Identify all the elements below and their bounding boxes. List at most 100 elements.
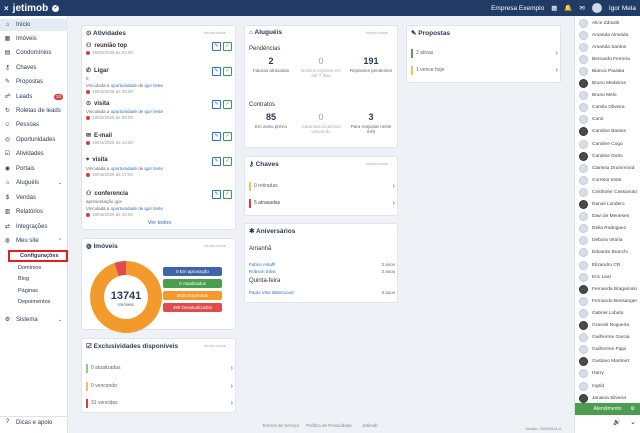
- propostas-row[interactable]: 1 vence hoje ›: [411, 66, 558, 75]
- opportunity-link[interactable]: oportunidade: [110, 166, 137, 171]
- user-item[interactable]: Ingrid: [579, 381, 604, 391]
- card-menu[interactable]: Vendo todos ⋮: [365, 30, 393, 35]
- user-item[interactable]: Gabriel Lobato: [579, 308, 623, 318]
- edit-icon[interactable]: ✎: [212, 157, 221, 166]
- user-item[interactable]: Daniel Londero: [579, 200, 625, 210]
- sidebar-item-inicio[interactable]: ⌂ Início: [0, 19, 68, 31]
- sidebar-item-oportunidades[interactable]: ◎ Oportunidades: [0, 134, 68, 146]
- check-icon[interactable]: ✓: [223, 100, 232, 109]
- user-item[interactable]: Alice Zdrazik: [579, 18, 619, 28]
- user-item[interactable]: Guilherme Pippi: [579, 345, 626, 355]
- person-link[interactable]: igor teste: [144, 109, 163, 114]
- footer-link-privacy[interactable]: Política de Privacidade: [306, 423, 352, 428]
- company-name[interactable]: Empresa Exemplo: [491, 4, 545, 12]
- sidebar-item-imoveis[interactable]: ▦ Imóveis: [0, 33, 68, 45]
- user-item[interactable]: Bruno Medeiros: [579, 79, 626, 89]
- chaves-row[interactable]: 0 retiradas ›: [249, 182, 395, 191]
- user-item[interactable]: Janaina Silveira: [579, 393, 626, 403]
- user-name[interactable]: Igor Mela: [608, 4, 636, 12]
- user-item[interactable]: Clarissa Drummond: [579, 163, 634, 173]
- check-icon[interactable]: ✓: [223, 132, 232, 141]
- exclusividades-row[interactable]: 31 vencidas ›: [86, 399, 233, 408]
- card-menu[interactable]: Vendo todos ⋮: [203, 343, 231, 348]
- sidebar-item-vendas[interactable]: $ Vendas: [0, 192, 68, 204]
- gear-icon[interactable]: ⚙: [630, 406, 635, 412]
- check-icon[interactable]: ✓: [223, 190, 232, 199]
- person-link[interactable]: igor teste: [144, 206, 163, 211]
- birthday-name[interactable]: Paulo Vitor Bittencourt: [249, 290, 294, 295]
- card-menu[interactable]: Vendo todos ⋮: [203, 243, 231, 248]
- sound-icon[interactable]: 🔊: [613, 420, 621, 426]
- user-item[interactable]: Harry: [579, 369, 604, 379]
- sidebar-item-roletas-de-leads[interactable]: ↻ Roletas de leads: [0, 105, 68, 117]
- user-item[interactable]: Guilherme Garcia: [579, 333, 630, 343]
- person-link[interactable]: igor teste: [144, 83, 163, 88]
- stat-pendencias-2[interactable]: 191 Repasses pendentes: [348, 56, 394, 73]
- edit-icon[interactable]: ✎: [212, 190, 221, 199]
- sidebar-item-sistema[interactable]: ⚙ Sistema ⌄: [0, 314, 68, 326]
- edit-icon[interactable]: ✎: [212, 67, 221, 76]
- sidebar-item-portais[interactable]: ◉ Portais: [0, 163, 68, 175]
- logo[interactable]: × jetimob ✓: [4, 3, 60, 14]
- sidebar-item-integracoes[interactable]: ⇄ Integrações: [0, 221, 68, 233]
- user-item[interactable]: Carol: [579, 115, 603, 125]
- sidebar-item-pessoas[interactable]: ☺ Pessoas: [0, 119, 68, 131]
- close-icon[interactable]: ×: [4, 3, 9, 13]
- user-item[interactable]: Amanda Santos: [579, 42, 626, 52]
- opportunity-link[interactable]: oportunidade: [110, 83, 137, 88]
- exclusividades-row[interactable]: 0 vencendo ›: [86, 382, 233, 391]
- sidebar-item-atividades[interactable]: ☑ Atividades: [0, 148, 68, 160]
- edit-icon[interactable]: ✎: [212, 100, 221, 109]
- exclusividades-row[interactable]: 0 atualizadas ›: [86, 364, 233, 373]
- sidebar-subitem-paginas[interactable]: Páginas: [18, 288, 38, 294]
- user-avatar[interactable]: [591, 3, 602, 13]
- stat-pendencias-1[interactable]: 0 Boletos expiram em até 7 dias: [298, 56, 344, 79]
- user-item[interactable]: Fernanda Bragamolo: [579, 284, 637, 294]
- check-icon[interactable]: ✓: [223, 67, 232, 76]
- see-all-link[interactable]: Ver todos: [147, 220, 172, 226]
- user-item[interactable]: Gustavo Martinez: [579, 357, 630, 367]
- chevron-down-icon[interactable]: ⌄: [630, 419, 636, 426]
- edit-icon[interactable]: ✎: [212, 42, 221, 51]
- bell-icon[interactable]: 🔔: [564, 5, 573, 12]
- legend-pill[interactable]: 8820 Expirando: [163, 291, 222, 300]
- user-item[interactable]: Delia Rodriguez: [579, 224, 626, 234]
- edit-icon[interactable]: ✎: [212, 132, 221, 141]
- user-item[interactable]: Davi de Meneses: [579, 212, 629, 222]
- chaves-row[interactable]: 5 atrasadas ›: [249, 199, 395, 208]
- chat-icon[interactable]: ✉: [579, 5, 585, 12]
- user-item[interactable]: Gracieli Nogueira: [579, 321, 629, 331]
- sidebar-item-condominios[interactable]: ▤ Condomínios: [0, 47, 68, 59]
- person-link[interactable]: igor teste: [144, 166, 163, 171]
- user-item[interactable]: Eduarda Branchi: [579, 248, 628, 258]
- sidebar-item-relatorios[interactable]: ▥ Relatórios: [0, 206, 68, 218]
- opportunity-link[interactable]: oportunidade: [110, 109, 137, 114]
- user-item[interactable]: Caroline Bastos: [579, 127, 626, 137]
- birthday-name[interactable]: Fabrio Antuffi: [249, 262, 276, 267]
- user-item[interactable]: Bruno Melo: [579, 91, 617, 101]
- legend-pill[interactable]: 0 Em aprovação: [163, 267, 222, 276]
- user-item[interactable]: Elizandro CR: [579, 260, 620, 270]
- sidebar-item-help[interactable]: ? Dicas e apoio: [0, 416, 68, 428]
- user-item[interactable]: Eric Leal: [579, 272, 611, 282]
- stat-contratos-1[interactable]: 0 Garantias locatícias vencendo: [298, 112, 344, 135]
- sidebar-subitem-blog[interactable]: Blog: [18, 276, 30, 282]
- sidebar-item-meu-site[interactable]: ◍ Meu site ⌃: [0, 235, 68, 247]
- user-item[interactable]: Bianca Paulata: [579, 66, 624, 76]
- legend-pill[interactable]: 0 Atualizados: [163, 279, 222, 288]
- sidebar-subitem-depoimentos[interactable]: Depoimentos: [18, 299, 51, 305]
- birthday-row[interactable]: Fabrio Antuffi 3 anos: [249, 262, 395, 267]
- sidebar-item-propostas[interactable]: ✎ Propostas: [0, 76, 68, 88]
- opportunity-link[interactable]: oportunidade: [110, 206, 137, 211]
- footer-link-jetimob[interactable]: Jetimob: [362, 423, 378, 428]
- user-item[interactable]: Cristhofer Cassanotti: [579, 187, 637, 197]
- card-menu[interactable]: Vendo todos ⋮: [365, 161, 393, 166]
- birthday-row[interactable]: Paulo Vitor Bittencourt 3 anos: [249, 290, 395, 295]
- atendimento-button[interactable]: Atendimento ⚙: [575, 403, 640, 415]
- footer-link-terms[interactable]: Termos de Serviço: [262, 423, 300, 428]
- sidebar-item-leads[interactable]: ☍ Leads 33: [0, 91, 68, 103]
- grid-icon[interactable]: ▦: [551, 5, 558, 12]
- check-icon[interactable]: ✓: [223, 157, 232, 166]
- sidebar-subitem-configuracoes[interactable]: Configurações: [8, 250, 68, 262]
- stat-pendencias-0[interactable]: 2 Faturas atrasadas: [248, 56, 294, 73]
